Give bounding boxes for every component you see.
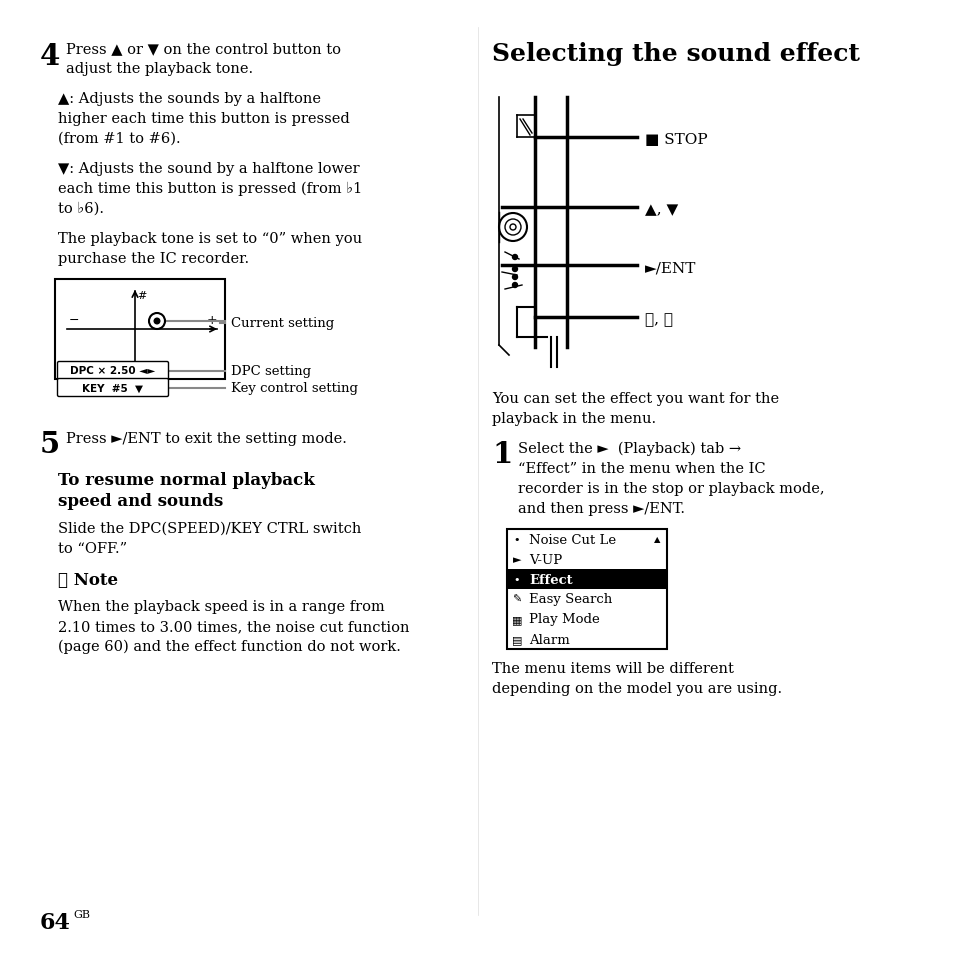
Text: Play Mode: Play Mode — [529, 613, 599, 626]
Text: ▼: Adjusts the sound by a halftone lower: ▼: Adjusts the sound by a halftone lower — [58, 162, 359, 175]
Text: Select the ►  (Playback) tab →: Select the ► (Playback) tab → — [517, 441, 740, 456]
Text: To resume normal playback: To resume normal playback — [58, 472, 314, 489]
Circle shape — [512, 283, 517, 288]
Text: ▲: ▲ — [653, 535, 659, 544]
FancyBboxPatch shape — [57, 379, 169, 397]
Text: The playback tone is set to “0” when you: The playback tone is set to “0” when you — [58, 232, 362, 246]
Text: •: • — [514, 575, 519, 584]
Text: Press ►/ENT to exit the setting mode.: Press ►/ENT to exit the setting mode. — [66, 432, 347, 446]
Circle shape — [512, 267, 517, 273]
Bar — [55, 280, 225, 379]
Text: “Effect” in the menu when the IC: “Effect” in the menu when the IC — [517, 461, 765, 476]
Text: ✎: ✎ — [512, 595, 521, 604]
Text: You can set the effect you want for the: You can set the effect you want for the — [492, 392, 779, 406]
Text: each time this button is pressed (from ♭1: each time this button is pressed (from ♭… — [58, 182, 362, 196]
Text: higher each time this button is pressed: higher each time this button is pressed — [58, 112, 350, 126]
Bar — [507, 569, 665, 589]
Text: ▦: ▦ — [511, 615, 521, 624]
Text: speed and sounds: speed and sounds — [58, 493, 223, 510]
Text: ■ STOP: ■ STOP — [644, 132, 707, 147]
Text: ⏮, ⏭: ⏮, ⏭ — [644, 313, 672, 327]
Text: KEY  #5  ▼: KEY #5 ▼ — [82, 383, 143, 393]
Bar — [506, 530, 666, 649]
Text: ▲: Adjusts the sounds by a halftone: ▲: Adjusts the sounds by a halftone — [58, 91, 320, 106]
Text: purchase the IC recorder.: purchase the IC recorder. — [58, 252, 249, 266]
Text: Press ▲ or ▼ on the control button to: Press ▲ or ▼ on the control button to — [66, 42, 340, 56]
Text: DPC × 2.50 ◄►: DPC × 2.50 ◄► — [71, 366, 155, 376]
Text: ▲, ▼: ▲, ▼ — [644, 203, 678, 216]
Text: Current setting: Current setting — [231, 317, 334, 330]
Text: 1: 1 — [492, 439, 512, 469]
Text: ▤: ▤ — [511, 635, 521, 644]
Text: ☒ Note: ☒ Note — [58, 572, 118, 588]
Text: Slide the DPC(SPEED)/KEY CTRL switch: Slide the DPC(SPEED)/KEY CTRL switch — [58, 521, 361, 536]
Text: adjust the playback tone.: adjust the playback tone. — [66, 62, 253, 76]
Text: recorder is in the stop or playback mode,: recorder is in the stop or playback mode… — [517, 481, 823, 496]
Text: V-UP: V-UP — [529, 553, 561, 566]
Text: Alarm: Alarm — [529, 633, 569, 646]
Text: #: # — [137, 291, 146, 301]
Text: The menu items will be different: The menu items will be different — [492, 661, 733, 676]
Text: Selecting the sound effect: Selecting the sound effect — [492, 42, 859, 66]
Text: Key control setting: Key control setting — [231, 381, 357, 395]
Text: When the playback speed is in a range from: When the playback speed is in a range fr… — [58, 599, 384, 614]
Text: depending on the model you are using.: depending on the model you are using. — [492, 681, 781, 696]
Text: and then press ►/ENT.: and then press ►/ENT. — [517, 501, 684, 516]
Text: (from #1 to #6).: (from #1 to #6). — [58, 132, 180, 146]
Text: 5: 5 — [40, 430, 60, 458]
Circle shape — [512, 255, 517, 260]
Text: ►: ► — [512, 555, 520, 564]
Text: (page 60) and the effect function do not work.: (page 60) and the effect function do not… — [58, 639, 400, 654]
Text: 64: 64 — [40, 911, 71, 933]
Text: 4: 4 — [40, 42, 60, 71]
Text: GB: GB — [73, 909, 90, 919]
Text: DPC setting: DPC setting — [231, 365, 311, 377]
Text: to “OFF.”: to “OFF.” — [58, 541, 127, 556]
Circle shape — [154, 319, 160, 324]
Text: Noise Cut Le: Noise Cut Le — [529, 533, 616, 546]
Text: +: + — [207, 314, 217, 327]
Circle shape — [512, 275, 517, 280]
Text: to ♭6).: to ♭6). — [58, 202, 104, 215]
Text: Effect: Effect — [529, 573, 572, 586]
Text: •: • — [514, 535, 519, 544]
Text: ►/ENT: ►/ENT — [644, 261, 696, 274]
FancyBboxPatch shape — [57, 362, 169, 380]
Text: −: − — [69, 314, 79, 327]
Text: b: b — [137, 361, 144, 372]
Text: 2.10 times to 3.00 times, the noise cut function: 2.10 times to 3.00 times, the noise cut … — [58, 619, 409, 634]
Text: playback in the menu.: playback in the menu. — [492, 412, 656, 426]
Text: Easy Search: Easy Search — [529, 593, 612, 606]
